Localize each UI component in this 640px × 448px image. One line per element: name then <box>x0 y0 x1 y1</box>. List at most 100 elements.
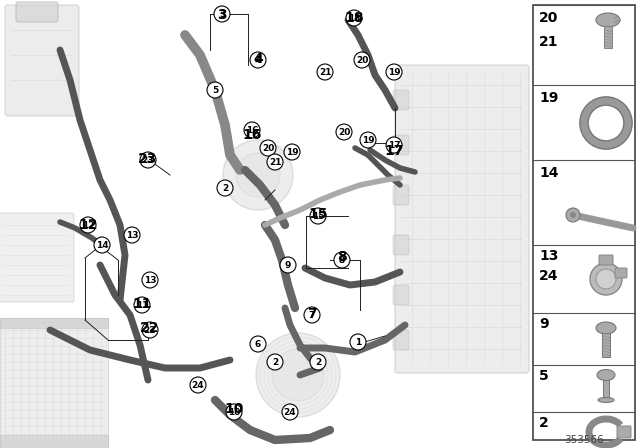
Circle shape <box>236 153 280 197</box>
Ellipse shape <box>596 322 616 334</box>
Text: 21: 21 <box>319 68 332 77</box>
Circle shape <box>350 334 366 350</box>
FancyBboxPatch shape <box>393 235 409 255</box>
Bar <box>533 5 635 440</box>
Text: 23: 23 <box>141 155 154 164</box>
Text: 13: 13 <box>539 249 558 263</box>
Text: 11: 11 <box>132 297 152 311</box>
Circle shape <box>134 297 150 313</box>
Circle shape <box>272 349 324 401</box>
Text: 13: 13 <box>125 231 138 240</box>
Circle shape <box>256 333 340 417</box>
Text: 2: 2 <box>539 416 548 430</box>
FancyBboxPatch shape <box>16 2 58 22</box>
Circle shape <box>317 64 333 80</box>
Text: 2: 2 <box>315 358 321 366</box>
Circle shape <box>336 124 352 140</box>
Text: 24: 24 <box>539 269 559 283</box>
Circle shape <box>142 272 158 288</box>
Text: 16: 16 <box>246 125 259 134</box>
FancyBboxPatch shape <box>393 185 409 205</box>
Text: 8: 8 <box>339 255 345 264</box>
Bar <box>602 333 610 357</box>
Circle shape <box>214 6 230 22</box>
Text: 7: 7 <box>309 310 315 319</box>
FancyBboxPatch shape <box>599 255 613 265</box>
Text: 19: 19 <box>362 135 374 145</box>
Circle shape <box>190 377 206 393</box>
FancyBboxPatch shape <box>5 5 79 116</box>
Text: 19: 19 <box>285 147 298 156</box>
Text: 9: 9 <box>285 260 291 270</box>
Circle shape <box>590 263 622 295</box>
Bar <box>0 318 108 328</box>
Text: 22: 22 <box>144 326 156 335</box>
Circle shape <box>570 212 576 218</box>
Text: 8: 8 <box>337 250 347 264</box>
Text: 16: 16 <box>243 128 262 142</box>
Text: 7: 7 <box>307 307 317 321</box>
Circle shape <box>267 154 283 170</box>
Circle shape <box>244 122 260 138</box>
Text: 20: 20 <box>338 128 350 137</box>
Circle shape <box>346 10 362 26</box>
Circle shape <box>260 140 276 156</box>
Text: 10: 10 <box>228 408 240 417</box>
Ellipse shape <box>598 397 614 402</box>
Text: 4: 4 <box>253 52 263 66</box>
Bar <box>603 380 609 398</box>
Circle shape <box>80 217 96 233</box>
Text: 22: 22 <box>140 321 160 335</box>
Circle shape <box>280 257 296 273</box>
Circle shape <box>282 404 298 420</box>
Circle shape <box>566 208 580 222</box>
Text: 4: 4 <box>255 56 261 65</box>
Circle shape <box>310 208 326 224</box>
Text: 2: 2 <box>272 358 278 366</box>
Text: 12: 12 <box>78 218 98 232</box>
Bar <box>0 435 108 448</box>
Text: 18: 18 <box>344 11 364 25</box>
Circle shape <box>386 137 402 153</box>
Text: 3: 3 <box>217 8 227 22</box>
Circle shape <box>217 180 233 196</box>
Text: 9: 9 <box>539 317 548 331</box>
Text: 20: 20 <box>356 56 368 65</box>
Circle shape <box>354 52 370 68</box>
Circle shape <box>360 132 376 148</box>
Text: 21: 21 <box>539 35 559 49</box>
Text: 20: 20 <box>539 11 558 25</box>
Text: 21: 21 <box>269 158 281 167</box>
Circle shape <box>284 144 300 160</box>
Text: 2: 2 <box>222 184 228 193</box>
FancyBboxPatch shape <box>0 318 108 448</box>
Circle shape <box>142 322 158 338</box>
FancyBboxPatch shape <box>393 90 409 110</box>
Text: 12: 12 <box>82 220 94 229</box>
Text: 17: 17 <box>384 144 404 158</box>
Circle shape <box>334 252 350 268</box>
Text: 5: 5 <box>212 86 218 95</box>
Text: 14: 14 <box>539 166 559 180</box>
Circle shape <box>140 152 156 168</box>
Text: 20: 20 <box>262 143 274 152</box>
Ellipse shape <box>596 13 620 27</box>
Text: 15: 15 <box>308 207 328 221</box>
Text: 19: 19 <box>539 91 558 105</box>
Text: 18: 18 <box>348 13 360 22</box>
Circle shape <box>386 64 402 80</box>
Circle shape <box>250 52 266 68</box>
Circle shape <box>223 140 293 210</box>
Ellipse shape <box>597 370 615 380</box>
FancyBboxPatch shape <box>393 135 409 155</box>
Text: 23: 23 <box>138 152 157 166</box>
FancyBboxPatch shape <box>615 268 627 278</box>
Circle shape <box>596 269 616 289</box>
FancyBboxPatch shape <box>393 330 409 350</box>
Text: 19: 19 <box>388 68 400 77</box>
Bar <box>604 26 612 48</box>
Text: 5: 5 <box>539 369 548 383</box>
Circle shape <box>124 227 140 243</box>
Circle shape <box>310 354 326 370</box>
FancyBboxPatch shape <box>0 213 74 302</box>
